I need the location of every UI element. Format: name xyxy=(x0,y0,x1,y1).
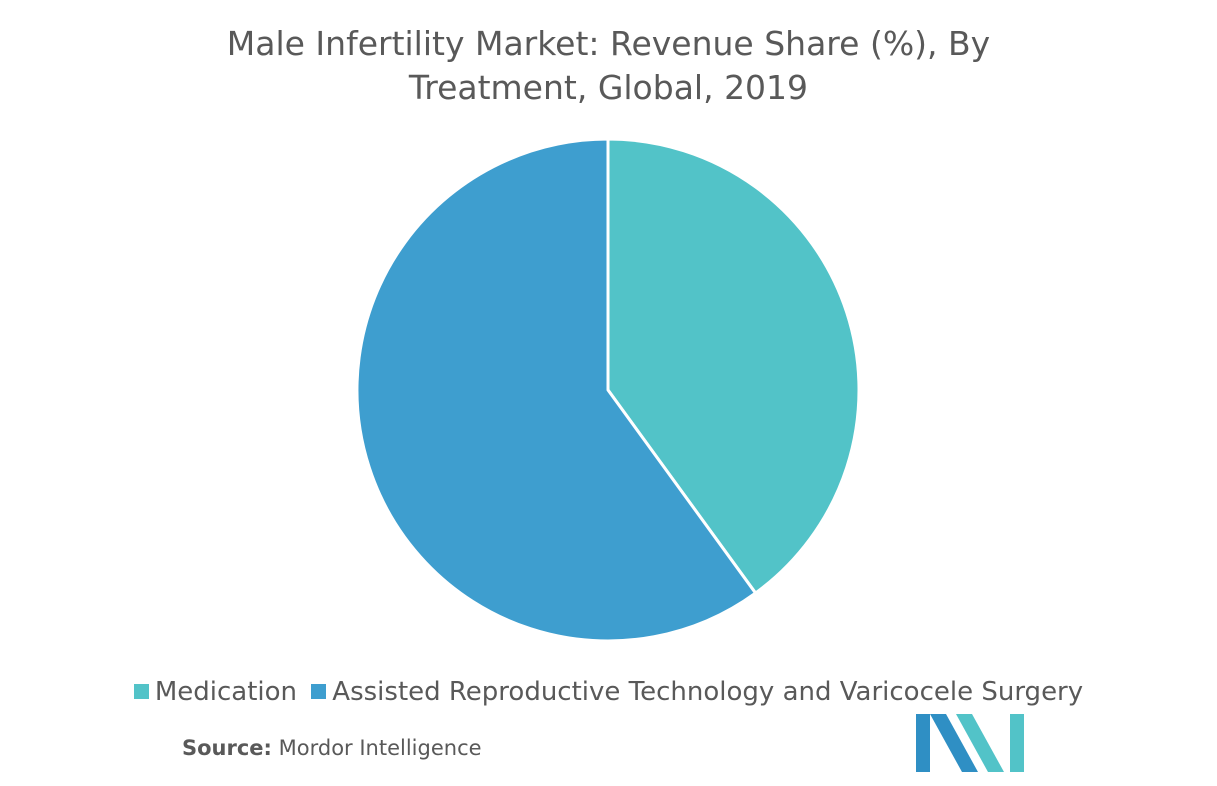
mordor-intelligence-logo xyxy=(916,714,1024,772)
legend-item-medication: Medication xyxy=(133,674,298,710)
source-label: Source: xyxy=(182,736,272,760)
logo-shape-right-bar xyxy=(1010,714,1024,772)
logo-shape-left-diag xyxy=(930,714,978,772)
logo-shape-mid-diag xyxy=(956,714,1004,772)
source-note: Source: Mordor Intelligence xyxy=(182,733,482,763)
chart-legend: Medication Assisted Reproductive Technol… xyxy=(0,674,1217,710)
chart-title-line-2: Treatment, Global, 2019 xyxy=(408,68,809,107)
legend-label-medication: Medication xyxy=(154,677,298,707)
legend-item-art-varicocele: Assisted Reproductive Technology and Var… xyxy=(311,674,1083,710)
legend-label-art-varicocele: Assisted Reproductive Technology and Var… xyxy=(332,677,1084,707)
logo-shape-left-bar xyxy=(916,714,930,772)
source-text: Mordor Intelligence xyxy=(278,736,482,760)
legend-swatch-medication xyxy=(133,684,149,699)
pie-slice-medication xyxy=(606,137,861,595)
chart-title-line-1: Male Infertility Market: Revenue Share (… xyxy=(226,24,991,63)
chart-title: Male Infertility Market: Revenue Share (… xyxy=(0,22,1217,110)
legend-swatch-art-varicocele xyxy=(311,684,327,699)
pie-slice-art-varicocele xyxy=(355,137,758,643)
